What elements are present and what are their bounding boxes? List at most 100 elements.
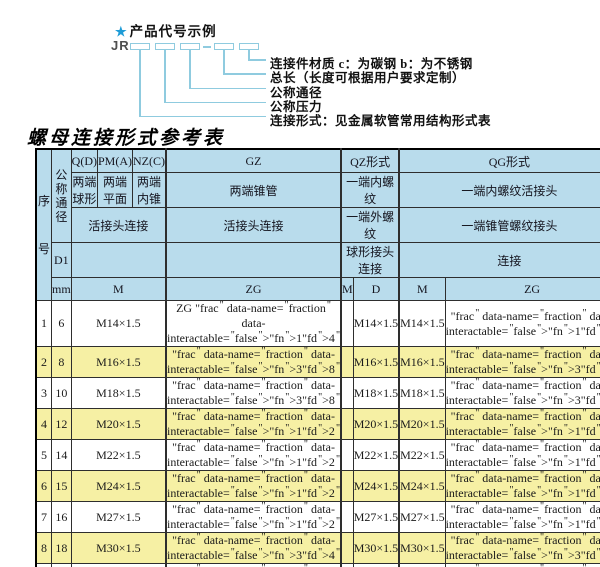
leader-line-v1 bbox=[139, 50, 141, 117]
inch-mark: " bbox=[580, 517, 586, 531]
inch-mark: " bbox=[509, 485, 514, 496]
leader-line-h5 bbox=[139, 115, 266, 118]
inch-mark: " bbox=[475, 501, 480, 513]
inch-mark: " bbox=[475, 408, 480, 420]
inch-mark: " bbox=[335, 392, 341, 403]
inch-mark: " bbox=[580, 424, 586, 438]
header-col-gz: GZ bbox=[165, 148, 342, 173]
inch-mark: " bbox=[318, 516, 323, 527]
cell-bore-mm: 20 bbox=[51, 563, 72, 567]
leader-line-v2 bbox=[164, 50, 166, 103]
inch-mark: " bbox=[450, 347, 456, 362]
leader-line-v4 bbox=[223, 50, 225, 74]
cell-gz: "frac" data-name="fraction" data-interac… bbox=[165, 439, 342, 471]
inch-mark: " bbox=[537, 547, 542, 558]
inch-mark: " bbox=[537, 322, 542, 334]
inch-mark: " bbox=[261, 346, 266, 358]
inch-mark: " bbox=[261, 408, 266, 420]
inch-mark: " bbox=[326, 300, 331, 312]
cell-qg-m: M16×1.5 bbox=[398, 346, 446, 378]
inch-mark: " bbox=[450, 471, 456, 486]
leader-line-h3 bbox=[189, 87, 266, 90]
header-qz-desc2: 一端外螺纹 bbox=[340, 207, 400, 243]
inch-mark: " bbox=[537, 361, 542, 372]
inch-mark: " bbox=[303, 377, 308, 389]
cell-qg-zg: "frac" data-name="fraction" data-interac… bbox=[444, 346, 600, 378]
inch-mark: " bbox=[563, 454, 568, 465]
header-col-qg: QG形式 bbox=[398, 148, 600, 173]
inch-mark: " bbox=[172, 565, 177, 567]
leader-line-v5 bbox=[248, 50, 250, 60]
inch-mark: " bbox=[196, 377, 201, 389]
table-body: 1 6 M14×1.5 ZG "frac" data-name="fraction" … bbox=[35, 300, 600, 567]
inch-mark: " bbox=[172, 378, 177, 393]
inch-mark: " bbox=[582, 501, 587, 513]
inch-mark: " bbox=[302, 517, 308, 531]
inch-mark: " bbox=[258, 392, 263, 403]
inch-mark: " bbox=[597, 392, 600, 403]
inch-mark: " bbox=[285, 547, 290, 558]
header-col-q: Q(D) bbox=[70, 148, 99, 173]
inch-mark: " bbox=[597, 516, 600, 527]
header-nz-desc: 两端内锥 bbox=[132, 172, 167, 208]
table-row: 5 14 M22×1.5 "frac" data-name="fraction" da… bbox=[35, 439, 600, 471]
header-qg-zg: ZG bbox=[444, 277, 600, 301]
inch-mark: " bbox=[284, 300, 289, 312]
cell-qg-zg: "frac" data-name="fraction" data-interac… bbox=[444, 377, 600, 409]
inch-mark: " bbox=[547, 362, 553, 376]
inch-mark: " bbox=[335, 485, 341, 496]
table-header: 序号 公称通径 Q(D) PM(A) NZ(C) GZ QZ形式 QG形式 两端… bbox=[35, 148, 600, 301]
inch-mark: " bbox=[230, 547, 235, 558]
inch-mark: " bbox=[540, 377, 545, 389]
inch-mark: " bbox=[261, 565, 265, 567]
header-qz-m: M bbox=[340, 277, 354, 301]
inch-mark: " bbox=[475, 307, 480, 319]
inch-mark: " bbox=[475, 470, 480, 482]
inch-mark: " bbox=[230, 485, 235, 496]
cell-serial: 3 bbox=[35, 377, 52, 409]
cell-thread-m: M16×1.5 bbox=[70, 346, 167, 378]
header-m-span: M bbox=[70, 277, 167, 301]
product-code-heading: ★ 产品代号示例 bbox=[115, 20, 217, 40]
header-gz-join: 活接头连接 bbox=[165, 207, 342, 243]
cell-qg-m: M14×1.5 bbox=[398, 300, 446, 347]
inch-mark: " bbox=[285, 485, 290, 496]
cell-qg-zg: "frac" data-name="fraction" data-interac… bbox=[444, 408, 600, 440]
inch-mark: " bbox=[172, 502, 177, 517]
inch-mark: " bbox=[563, 322, 568, 334]
cell-qz-m bbox=[340, 377, 354, 409]
cell-bore-mm: 16 bbox=[51, 501, 72, 533]
header-pm-desc: 两端平面 bbox=[96, 172, 134, 208]
inch-mark: " bbox=[258, 454, 263, 465]
inch-mark: " bbox=[540, 532, 545, 544]
header-q-desc: 两端球形 bbox=[70, 172, 99, 208]
inch-mark: " bbox=[509, 322, 514, 334]
inch-mark: " bbox=[285, 330, 290, 341]
inch-mark: " bbox=[540, 501, 545, 513]
inch-mark: " bbox=[540, 307, 545, 319]
inch-mark: " bbox=[261, 439, 266, 451]
cell-gz: "frac" data-name="fraction" data-interac… bbox=[165, 346, 342, 378]
code-box-4 bbox=[214, 43, 234, 50]
inch-mark: " bbox=[172, 347, 177, 362]
inch-mark: " bbox=[580, 393, 586, 407]
cell-qz-d: M20×1.5 bbox=[352, 408, 400, 440]
inch-mark: " bbox=[318, 485, 323, 496]
inch-mark: " bbox=[302, 548, 308, 562]
reference-table: 序号 公称通径 Q(D) PM(A) NZ(C) GZ QZ形式 QG形式 两端… bbox=[35, 148, 600, 567]
leader-line-h1 bbox=[248, 59, 266, 61]
inch-mark: " bbox=[230, 361, 235, 372]
inch-mark: " bbox=[261, 501, 266, 513]
cell-qg-zg: "frac" data-name="fraction" data-interac… bbox=[444, 300, 600, 347]
header-col-nz: NZ(C) bbox=[132, 148, 167, 173]
inch-mark: " bbox=[269, 548, 275, 562]
inch-mark: " bbox=[303, 439, 308, 451]
inch-mark: " bbox=[303, 470, 308, 482]
code-box-3 bbox=[180, 43, 200, 50]
cell-thread-m: M14×1.5 bbox=[70, 300, 167, 347]
cell-qg-zg: "frac" data-name="fraction" data-interac… bbox=[444, 563, 600, 567]
inch-mark: " bbox=[509, 392, 514, 403]
inch-mark: " bbox=[582, 377, 587, 389]
inch-mark: " bbox=[302, 455, 308, 469]
